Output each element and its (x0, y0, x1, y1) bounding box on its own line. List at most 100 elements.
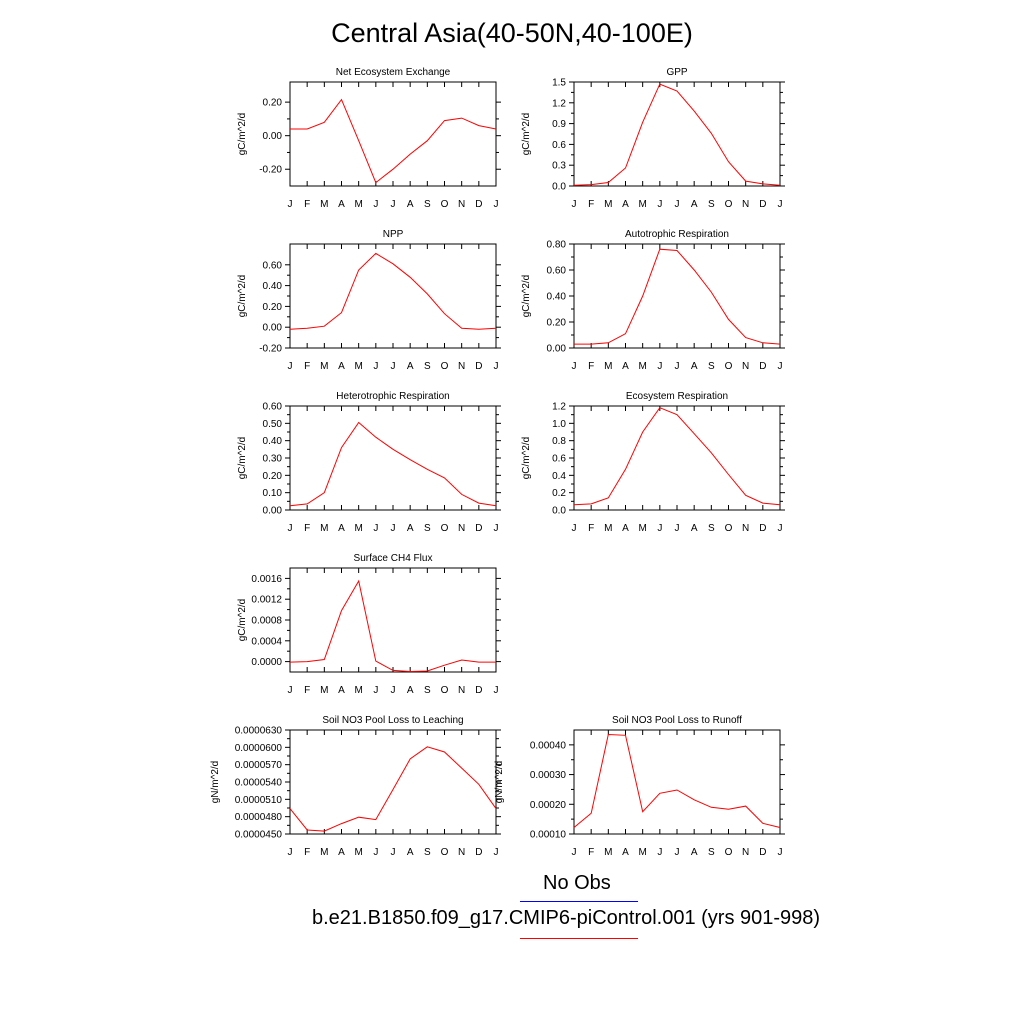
chart-6-y-axis-label: gC/m^2/d (521, 437, 532, 480)
chart-1-series-1-line (290, 98, 497, 184)
chart-9-x-tick-label: A (622, 847, 629, 858)
chart-6-x-tick-label: A (691, 523, 698, 534)
chart-5-series-1-line (289, 421, 497, 507)
chart-4-x-tick-label: J (778, 361, 783, 372)
chart-8-x-tick-label: F (304, 847, 310, 858)
chart-8-x-tick-label: M (354, 847, 362, 858)
chart-6-x-tick-label: N (742, 523, 749, 534)
chart-4-x-tick-label: A (691, 361, 698, 372)
chart-8-x-tick-label: J (391, 847, 396, 858)
chart-6-x-tick-label: J (657, 523, 662, 534)
chart-2-x-tick-label: F (588, 199, 594, 210)
legend-model-label: b.e21.B1850.f09_g17.CMIP6-piControl.001 … (312, 907, 821, 929)
chart-9-x-tick-label: D (759, 847, 766, 858)
chart-9-x-tick-label: F (588, 847, 594, 858)
chart-3-plot-frame (289, 243, 497, 349)
chart-1-x-tick-label: A (407, 199, 414, 210)
chart-4-x-tick-label: M (638, 361, 646, 372)
chart-6-y-tick-label: 0.4 (552, 471, 566, 482)
chart-2-x-tick-label: J (572, 199, 577, 210)
chart-2-plot-frame (573, 81, 781, 187)
chart-1-x-tick-label: J (494, 199, 499, 210)
chart-7-x-tick-label: J (288, 685, 293, 696)
chart-9-x-tick-label: J (778, 847, 783, 858)
chart-1-x-tick-label: J (288, 199, 293, 210)
chart-3-x-tick-label: J (288, 361, 293, 372)
chart-4-series-1-line (574, 248, 781, 345)
chart-5-x-tick-label: J (391, 523, 396, 534)
chart-9-y-axis-label: gN/m^2/d (494, 761, 505, 804)
chart-6-plot-frame (573, 405, 781, 511)
chart-3-x-tick-label: M (354, 361, 362, 372)
chart-8-y-tick-label: 0.0000450 (235, 830, 283, 841)
chart-2-y-tick-label: 1.5 (552, 78, 566, 89)
chart-8-x-tick-label: S (424, 847, 431, 858)
chart-7-title: Surface CH4 Flux (354, 553, 433, 564)
chart-2-x-tick-label: M (604, 199, 612, 210)
chart-5-x-tick-label: J (494, 523, 499, 534)
chart-8-series-1-line (289, 746, 497, 832)
chart-2-y-tick-label: 0.3 (552, 161, 566, 172)
chart-4-y-tick-label: 0.00 (547, 344, 567, 355)
chart-3-x-tick-label: S (424, 361, 431, 372)
chart-8-x-tick-label: J (288, 847, 293, 858)
chart-5-x-tick-label: M (354, 523, 362, 534)
chart-5-title: Heterotrophic Respiration (336, 391, 449, 402)
chart-9-x-tick-label: M (638, 847, 646, 858)
chart-2-y-axis-label: gC/m^2/d (521, 113, 532, 156)
chart-8-x-tick-label: D (475, 847, 482, 858)
chart-8-y-tick-label: 0.0000600 (235, 743, 283, 754)
chart-5-y-tick-label: 0.30 (263, 454, 283, 465)
chart-5-y-tick-label: 0.20 (263, 471, 283, 482)
chart-2-x-tick-label: M (638, 199, 646, 210)
chart-4-y-tick-label: 0.80 (547, 240, 567, 251)
chart-5-x-tick-label: A (338, 523, 345, 534)
chart-5-x-tick-label: S (424, 523, 431, 534)
chart-5-y-tick-label: 0.00 (263, 506, 283, 517)
chart-1-x-tick-label: J (391, 199, 396, 210)
chart-3-y-tick-label: 0.20 (263, 302, 283, 313)
chart-1-y-axis-label: gC/m^2/d (237, 113, 248, 156)
chart-6-title: Ecosystem Respiration (626, 391, 728, 402)
chart-4-x-tick-label: A (622, 361, 629, 372)
chart-2-x-tick-label: S (708, 199, 715, 210)
chart-9-series-1-line (573, 733, 781, 828)
chart-4-plot-frame (573, 243, 781, 349)
chart-5-x-tick-label: F (304, 523, 310, 534)
chart-8-x-tick-label: M (320, 847, 328, 858)
chart-7-y-tick-label: 0.0012 (251, 595, 282, 606)
chart-3-y-axis-label: gC/m^2/d (237, 275, 248, 318)
chart-9-x-tick-label: J (572, 847, 577, 858)
chart-6-series-1-line (573, 407, 781, 506)
chart-3-y-tick-label: 0.60 (263, 260, 283, 271)
chart-3-x-tick-label: O (441, 361, 449, 372)
chart-6-x-tick-label: M (604, 523, 612, 534)
chart-4-x-tick-label: M (604, 361, 612, 372)
chart-4-title: Autotrophic Respiration (625, 229, 729, 240)
chart-7-x-tick-label: A (338, 685, 345, 696)
chart-1-y-tick-label: 0.00 (263, 131, 283, 142)
chart-2-x-tick-label: A (691, 199, 698, 210)
legend-model-line (520, 938, 638, 939)
chart-5-y-tick-label: 0.10 (263, 488, 283, 499)
chart-1-title: Net Ecosystem Exchange (336, 67, 451, 78)
chart-7-x-tick-label: A (407, 685, 414, 696)
chart-3-x-tick-label: D (475, 361, 482, 372)
chart-6-x-tick-label: F (588, 523, 594, 534)
chart-4-x-tick-label: F (588, 361, 594, 372)
chart-7-y-tick-label: 0.0008 (251, 616, 282, 627)
chart-4-y-tick-label: 0.60 (547, 266, 567, 277)
chart-8-y-tick-label: 0.0000480 (235, 812, 283, 823)
chart-4-y-tick-label: 0.40 (547, 292, 567, 303)
chart-4-x-tick-label: J (657, 361, 662, 372)
chart-3-x-tick-label: N (458, 361, 465, 372)
chart-6-x-tick-label: J (572, 523, 577, 534)
chart-8-plot-frame (289, 729, 497, 835)
chart-4-x-tick-label: D (759, 361, 766, 372)
chart-5-x-tick-label: D (475, 523, 482, 534)
chart-2-y-tick-label: 0.0 (552, 182, 566, 193)
chart-3-x-tick-label: J (373, 361, 378, 372)
chart-9-plot-frame (573, 729, 781, 835)
chart-1-x-tick-label: O (441, 199, 449, 210)
chart-6-x-tick-label: S (708, 523, 715, 534)
